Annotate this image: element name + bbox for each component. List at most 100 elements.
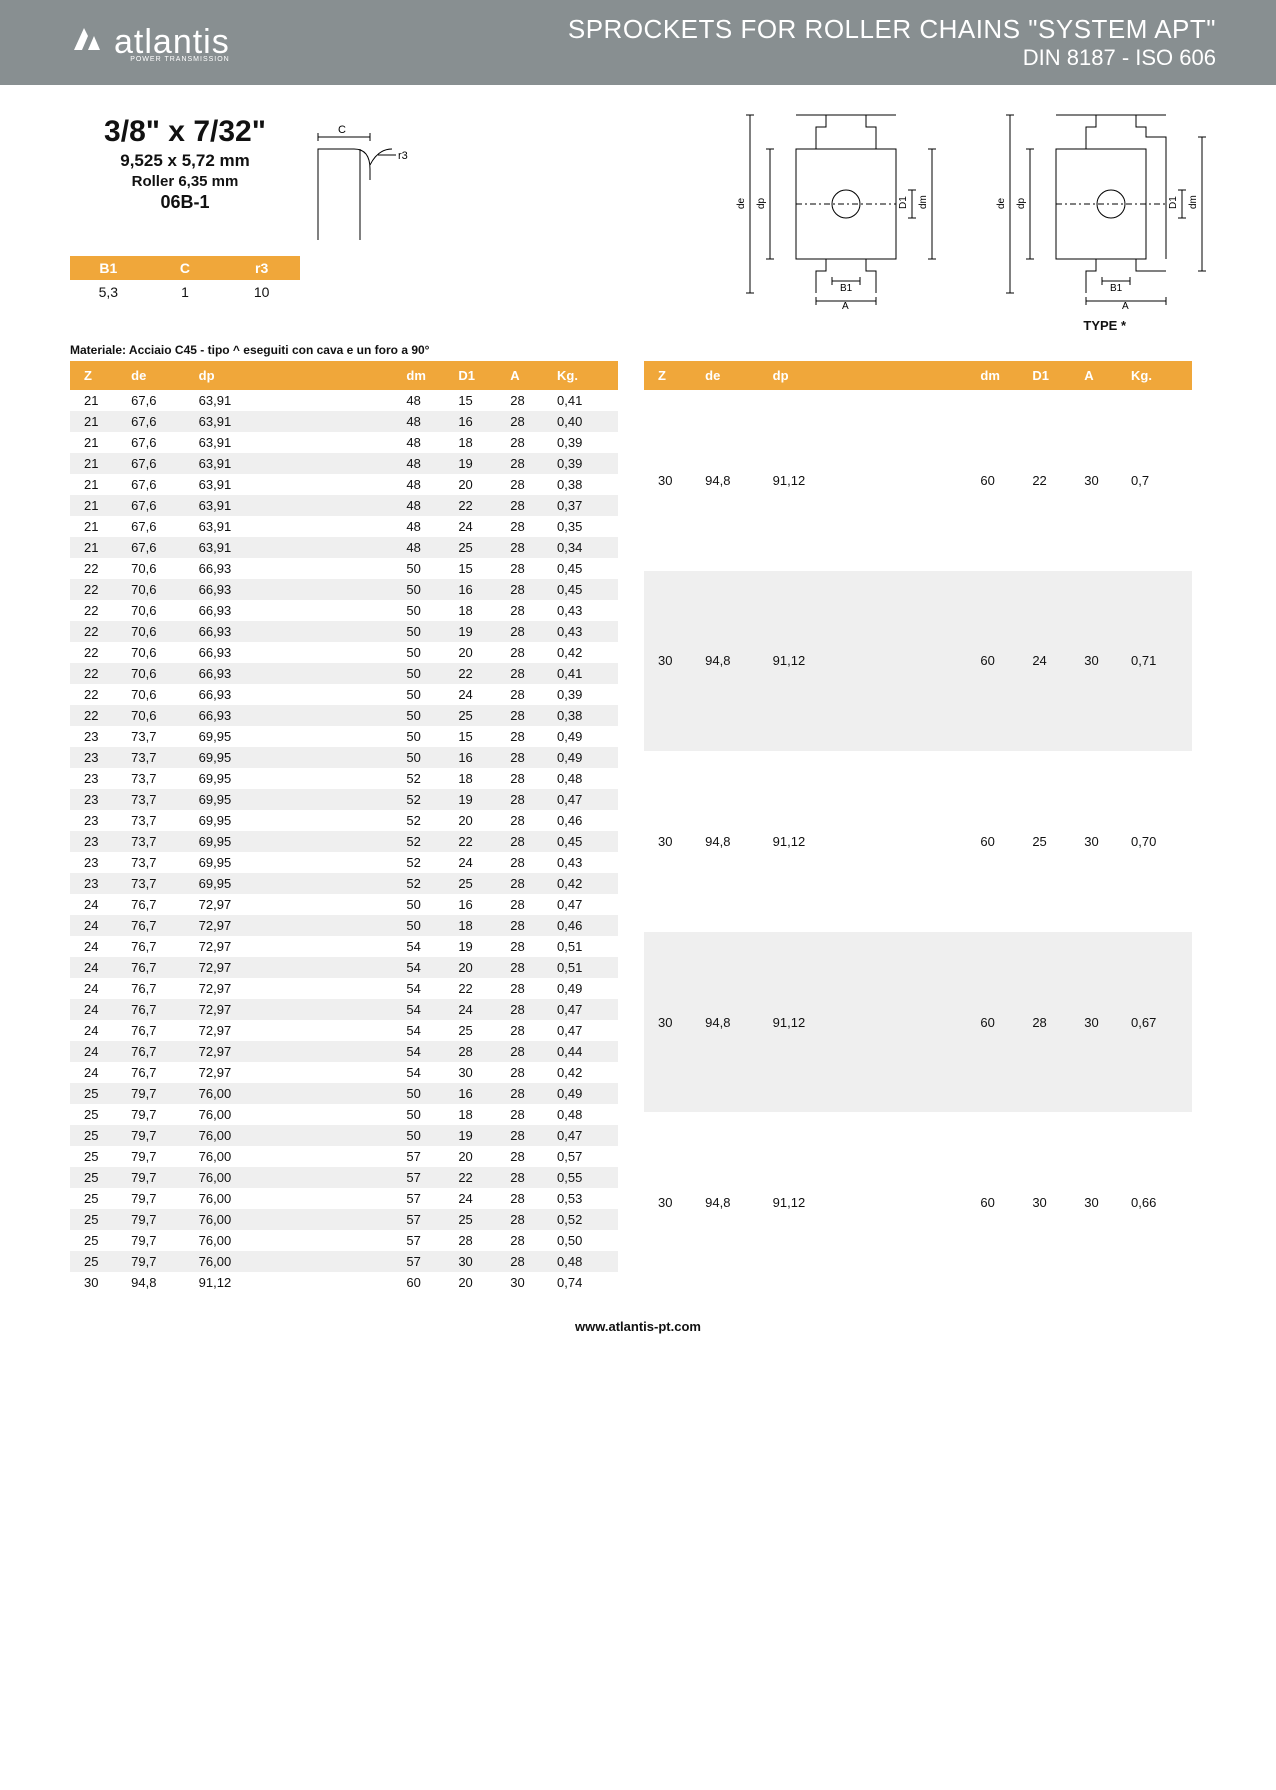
cell: 70,6 — [127, 684, 195, 705]
cell: 73,7 — [127, 810, 195, 831]
table-row: 2579,776,005018280,48 — [70, 1104, 618, 1125]
table-row: 2373,769,955224280,43 — [70, 852, 618, 873]
cell: 94,8 — [701, 932, 769, 1113]
cell — [273, 579, 403, 600]
cell — [273, 999, 403, 1020]
cell: 57 — [402, 1251, 454, 1272]
cell — [273, 1272, 403, 1293]
cell — [273, 621, 403, 642]
cell: 48 — [402, 474, 454, 495]
cell: 0,53 — [553, 1188, 618, 1209]
cell: 0,42 — [553, 1062, 618, 1083]
cell: 70,6 — [127, 642, 195, 663]
cell: 18 — [454, 432, 506, 453]
cell: 30 — [644, 571, 701, 752]
cell: 0,71 — [1127, 571, 1192, 752]
cell — [273, 1251, 403, 1272]
cell: 24 — [70, 894, 127, 915]
cell: 28 — [454, 1230, 506, 1251]
cell: 28 — [506, 1188, 553, 1209]
cell: 24 — [70, 915, 127, 936]
cell — [273, 1167, 403, 1188]
cell: 30 — [1028, 1112, 1080, 1293]
cell: 28 — [506, 516, 553, 537]
cell: 50 — [402, 1104, 454, 1125]
cell: 0,35 — [553, 516, 618, 537]
table-row: 2476,772,975016280,47 — [70, 894, 618, 915]
cell — [273, 705, 403, 726]
th-dm: dm — [976, 361, 1028, 390]
table-row: 3094,891,126024300,71 — [644, 571, 1192, 752]
cell: 66,93 — [195, 600, 273, 621]
cell: 0,57 — [553, 1146, 618, 1167]
cell: 19 — [454, 936, 506, 957]
cell: 25 — [70, 1146, 127, 1167]
data-table-right: Z de dp dm D1 A Kg. 3094,891,126022300,7… — [644, 361, 1192, 1293]
cell: 79,7 — [127, 1146, 195, 1167]
cell: 21 — [70, 390, 127, 411]
cell: 28 — [506, 432, 553, 453]
cell: 30 — [1080, 1112, 1127, 1293]
table-row: 2579,776,005722280,55 — [70, 1167, 618, 1188]
mini-th-b1: B1 — [70, 256, 147, 280]
cell: 0,34 — [553, 537, 618, 558]
table-row: 2270,666,935020280,42 — [70, 642, 618, 663]
cell: 28 — [506, 726, 553, 747]
svg-text:dp: dp — [1016, 197, 1027, 209]
cell: 28 — [506, 684, 553, 705]
cell: 72,97 — [195, 999, 273, 1020]
cell: 19 — [454, 621, 506, 642]
cell: 52 — [402, 873, 454, 894]
cell: 0,45 — [553, 558, 618, 579]
logo-mark-icon — [70, 24, 104, 61]
cell: 60 — [976, 390, 1028, 571]
cell: 23 — [70, 831, 127, 852]
cell: 30 — [644, 932, 701, 1113]
cell — [273, 558, 403, 579]
cell: 72,97 — [195, 1041, 273, 1062]
cell: 94,8 — [127, 1272, 195, 1293]
cell: 21 — [70, 495, 127, 516]
cell: 24 — [454, 684, 506, 705]
cell: 54 — [402, 1062, 454, 1083]
cell: 20 — [454, 474, 506, 495]
cell: 94,8 — [701, 751, 769, 932]
cell: 25 — [454, 1020, 506, 1041]
table-row: 2167,663,914816280,40 — [70, 411, 618, 432]
cell: 69,95 — [195, 873, 273, 894]
cell — [273, 936, 403, 957]
cell: 79,7 — [127, 1125, 195, 1146]
cell: 48 — [402, 453, 454, 474]
cell — [847, 932, 977, 1113]
cell: 67,6 — [127, 516, 195, 537]
cell: 28 — [506, 453, 553, 474]
cell: 63,91 — [195, 411, 273, 432]
cell: 25 — [70, 1167, 127, 1188]
cell: 70,6 — [127, 663, 195, 684]
cell — [273, 915, 403, 936]
cell: 67,6 — [127, 495, 195, 516]
cell: 50 — [402, 1125, 454, 1146]
cell: 91,12 — [769, 751, 847, 932]
cell: 16 — [454, 411, 506, 432]
cell: 0,67 — [1127, 932, 1192, 1113]
cell: 18 — [454, 768, 506, 789]
cell: 22 — [1028, 390, 1080, 571]
cell — [273, 390, 403, 411]
cell: 0,51 — [553, 957, 618, 978]
material-note: Materiale: Acciaio C45 - tipo ^ eseguiti… — [70, 343, 1216, 357]
cell: 25 — [70, 1230, 127, 1251]
cell: 73,7 — [127, 873, 195, 894]
cell: 52 — [402, 831, 454, 852]
cell: 0,49 — [553, 978, 618, 999]
table-row: 2373,769,955218280,48 — [70, 768, 618, 789]
cell: 0,47 — [553, 1020, 618, 1041]
cell: 54 — [402, 978, 454, 999]
cell: 28 — [506, 621, 553, 642]
cell — [273, 537, 403, 558]
cell: 0,52 — [553, 1209, 618, 1230]
cell: 70,6 — [127, 705, 195, 726]
table-row: 2373,769,955225280,42 — [70, 873, 618, 894]
cell: 48 — [402, 516, 454, 537]
cell: 67,6 — [127, 474, 195, 495]
